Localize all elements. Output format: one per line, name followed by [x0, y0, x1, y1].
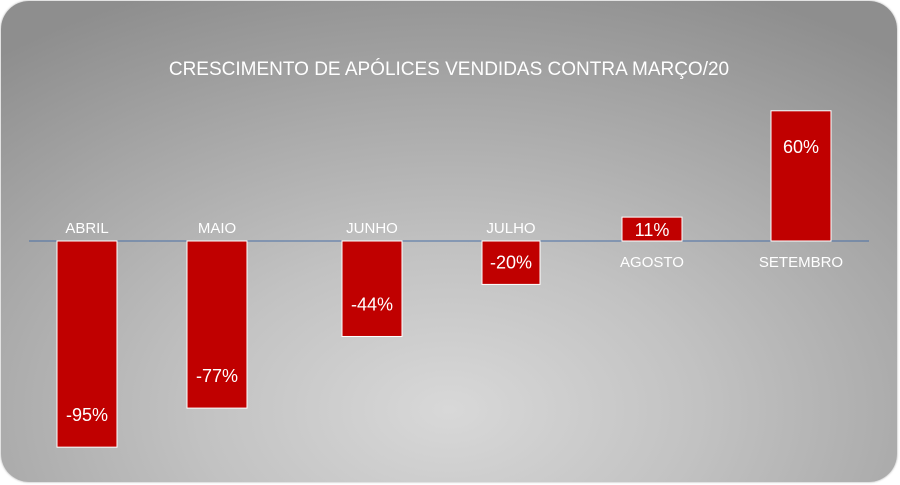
category-label-abril: ABRIL [65, 220, 108, 237]
category-label-julho: JULHO [486, 220, 535, 237]
chart-title: CRESCIMENTO DE APÓLICES VENDIDAS CONTRA … [169, 58, 729, 80]
category-label-junho: JUNHO [346, 220, 398, 237]
value-label-abril: -95% [66, 405, 108, 425]
value-label-setembro: 60% [783, 137, 819, 157]
category-label-maio: MAIO [198, 220, 236, 237]
bar-maio [186, 240, 248, 409]
bar-setembro [770, 110, 832, 242]
bar-abril [56, 240, 118, 448]
bar-series: -95% ABRIL -77% MAIO -44% JUNHO -20% JULHO 11% AG… [56, 110, 843, 448]
value-label-junho: -44% [351, 294, 393, 314]
category-label-setembro: SETEMBRO [759, 254, 843, 271]
category-label-agosto: AGOSTO [620, 254, 684, 271]
bar-julho [481, 240, 541, 285]
value-label-agosto: 11% [635, 220, 670, 240]
bar-agosto [621, 216, 683, 242]
bar-junho [341, 240, 403, 337]
value-label-julho: -20% [490, 253, 532, 273]
value-label-maio: -77% [196, 366, 238, 386]
